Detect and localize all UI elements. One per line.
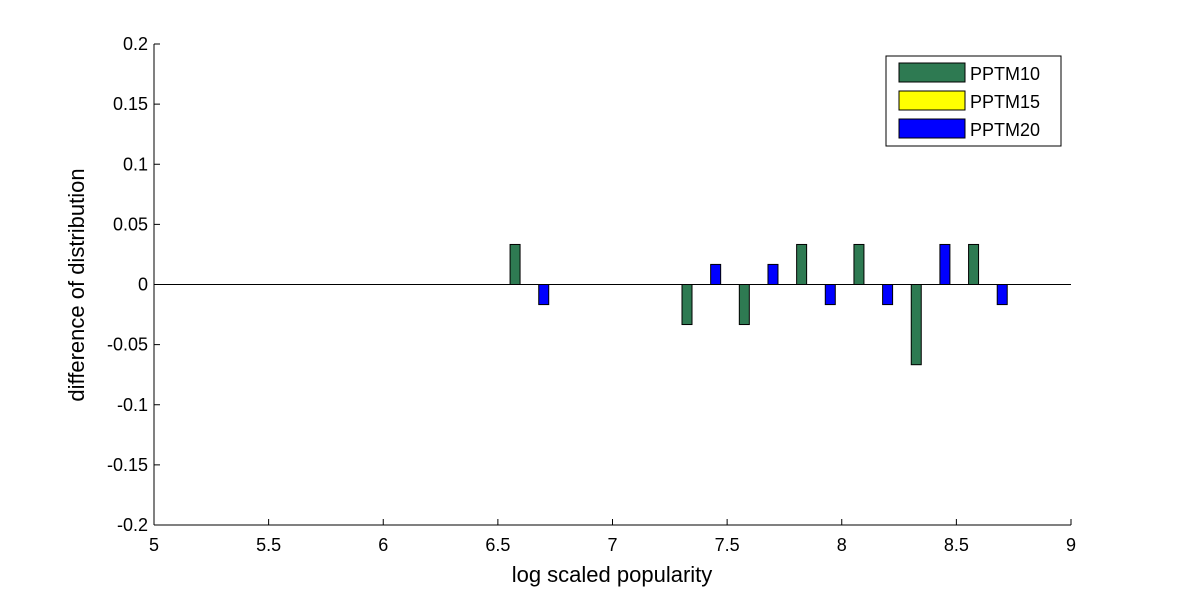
x-tick-label: 5.5	[256, 535, 281, 555]
bar-pptm10	[738, 284, 750, 326]
bar-pptm10	[853, 243, 865, 286]
y-tick-label: 0	[138, 275, 148, 295]
y-tick-label: 0.2	[123, 34, 148, 54]
legend-label-pptm20: PPTM20	[970, 120, 1040, 140]
bar-pptm20	[710, 263, 722, 285]
y-tick-label: 0.1	[123, 154, 148, 174]
legend-label-pptm15: PPTM15	[970, 92, 1040, 112]
bar-pptm10	[910, 284, 922, 366]
bar-pptm20	[767, 263, 779, 285]
y-tick-label: -0.05	[107, 335, 148, 355]
legend: PPTM10 PPTM15 PPTM20	[885, 55, 1062, 147]
y-tick-label: -0.1	[117, 395, 148, 415]
legend-swatch-pptm15	[898, 90, 966, 111]
bar-pptm20	[882, 284, 894, 306]
bar-pptm10	[509, 243, 521, 286]
bar-pptm20	[824, 284, 836, 306]
bar-pptm10	[968, 243, 980, 286]
bar-pptm20	[538, 284, 550, 306]
legend-swatch-pptm10	[898, 62, 966, 83]
x-tick-label: 8.5	[944, 535, 969, 555]
y-tick-label: -0.15	[107, 455, 148, 475]
x-axis-title: log scaled popularity	[512, 562, 713, 587]
bar-pptm10	[796, 243, 808, 286]
y-axis-title: difference of distribution	[64, 168, 89, 401]
y-tick-label: 0.05	[113, 214, 148, 234]
bars	[509, 243, 1008, 366]
x-tick-label: 7.5	[715, 535, 740, 555]
bar-pptm10	[681, 284, 693, 326]
bar-pptm20	[996, 284, 1008, 306]
x-tick-label: 5	[149, 535, 159, 555]
x-tick-label: 9	[1066, 535, 1076, 555]
x-tick-label: 7	[607, 535, 617, 555]
y-tick-label: 0.15	[113, 94, 148, 114]
x-tick-label: 8	[837, 535, 847, 555]
legend-swatch-pptm20	[898, 118, 966, 139]
ticks: 5 5.5 6 6.5 7 7.5 8 8.5 9 0.2 0.15 0.1 0.05 0 -0.05 -0.…	[107, 34, 1076, 555]
x-tick-label: 6	[378, 535, 388, 555]
bar-pptm20	[939, 243, 951, 286]
x-tick-label: 6.5	[485, 535, 510, 555]
y-tick-label: -0.2	[117, 515, 148, 535]
legend-label-pptm10: PPTM10	[970, 64, 1040, 84]
